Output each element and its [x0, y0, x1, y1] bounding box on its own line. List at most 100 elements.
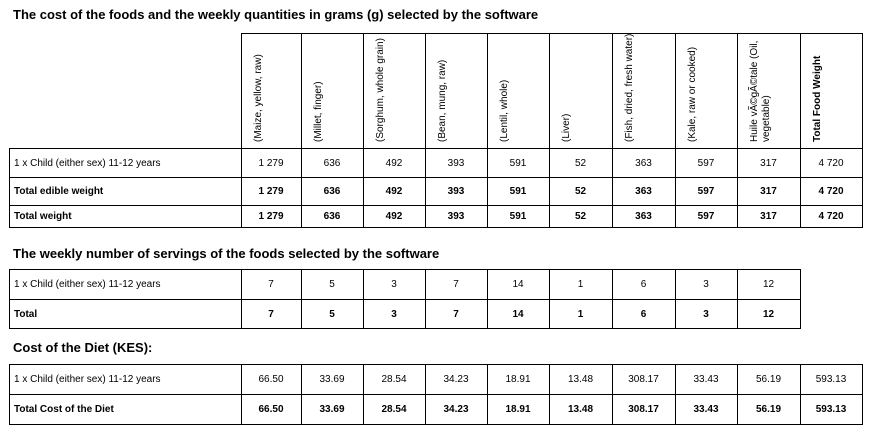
table-cell: 34.23 — [443, 404, 469, 415]
table-cell: 52 — [574, 186, 587, 197]
grid-line — [9, 394, 863, 395]
table-cell: 6 — [640, 308, 647, 320]
section-title-quantities: The cost of the foods and the weekly qua… — [13, 7, 539, 22]
table-cell: 492 — [385, 186, 403, 197]
table-cell: 7 — [268, 279, 274, 290]
grid-line — [301, 364, 302, 425]
table-cell: 5 — [329, 308, 335, 320]
grid-line — [241, 269, 242, 329]
grid-line — [9, 177, 863, 178]
table-cell: 636 — [323, 186, 341, 197]
table-cell: 4 720 — [818, 157, 844, 169]
grid-line — [487, 269, 488, 329]
row-label: 1 x Child (either sex) 11-12 years — [14, 374, 161, 385]
grid-line — [363, 33, 364, 228]
table-cell: 13.48 — [567, 404, 594, 415]
row-label: 1 x Child (either sex) 11-12 years — [14, 279, 161, 290]
table-cell: 28.54 — [381, 374, 407, 385]
table-cell: 317 — [760, 157, 777, 169]
table-cell: 52 — [574, 211, 587, 222]
section-title-servings: The weekly number of servings of the foo… — [13, 246, 440, 261]
grid-line — [612, 33, 613, 228]
table-cell: 18.91 — [505, 404, 531, 415]
table-cell: 56.19 — [755, 404, 782, 415]
table-cell: 363 — [635, 211, 652, 222]
table-cell: 7 — [453, 308, 459, 320]
section-title-cost: Cost of the Diet (KES): — [13, 340, 153, 355]
table-cell: 4 720 — [818, 211, 844, 222]
table-cell: 1 279 — [258, 211, 284, 222]
table-cell: 1 — [577, 308, 584, 320]
table-cell: 636 — [323, 157, 341, 169]
table-cell: 317 — [760, 186, 777, 197]
table-cell: 593.13 — [815, 374, 847, 385]
table-cell: 56.19 — [755, 374, 782, 385]
grid-line — [425, 269, 426, 329]
grid-line — [800, 33, 801, 228]
grid-line — [363, 364, 364, 425]
table-cell: 6 — [640, 279, 647, 290]
grid-line — [9, 205, 863, 206]
table-cell: 33.43 — [693, 374, 719, 385]
row-label: Total weight — [14, 211, 72, 222]
grid-line — [241, 33, 242, 228]
column-header-6: (Liver) — [561, 113, 572, 142]
table-cell: 593.13 — [815, 404, 847, 415]
grid-line — [9, 148, 863, 149]
grid-line — [549, 364, 550, 425]
table-cell: 393 — [447, 186, 465, 197]
column-header-10: Total Food Weight — [812, 55, 823, 142]
table-cell: 14 — [512, 308, 524, 320]
row-label: Total Cost of the Diet — [14, 404, 114, 415]
table-cell: 3 — [391, 308, 397, 320]
table-cell: 4 720 — [818, 186, 844, 197]
table-cell: 591 — [509, 157, 527, 169]
table-cell: 3 — [391, 279, 397, 290]
table-cell: 13.48 — [567, 374, 594, 385]
table-cell: 66.50 — [258, 374, 284, 385]
grid-line — [425, 364, 426, 425]
grid-line — [9, 299, 801, 300]
grid-line — [9, 269, 10, 329]
column-header-3: (Sorghum, whole grain) — [375, 38, 386, 142]
column-header-5: (Lentil, whole) — [499, 79, 510, 142]
grid-line — [301, 33, 302, 228]
table-cell: 591 — [509, 211, 527, 222]
grid-line — [241, 364, 242, 425]
column-header-4: (Bean, mung, raw) — [437, 59, 448, 142]
table-cell: 33.69 — [319, 404, 345, 415]
table-cell: 393 — [447, 157, 465, 169]
grid-line — [9, 148, 10, 228]
column-header-9: Huile vÃ©gÃ©tale (Oil, vegetable) — [749, 40, 772, 142]
table-cell: 33.43 — [693, 404, 719, 415]
table-cell: 14 — [512, 279, 524, 290]
table-cell: 1 279 — [258, 186, 284, 197]
grid-line — [675, 269, 676, 329]
table-cell: 308.17 — [628, 404, 659, 415]
grid-line — [737, 269, 738, 329]
table-cell: 12 — [762, 308, 775, 320]
grid-line — [241, 33, 863, 34]
grid-line — [800, 364, 801, 425]
row-label: Total edible weight — [14, 186, 104, 197]
grid-line — [487, 33, 488, 228]
table-cell: 7 — [453, 279, 459, 290]
grid-line — [9, 227, 863, 228]
table-cell: 1 — [577, 279, 584, 290]
table-cell: 34.23 — [443, 374, 469, 385]
table-cell: 636 — [323, 211, 341, 222]
table-cell: 33.69 — [319, 374, 345, 385]
table-cell: 492 — [385, 157, 403, 169]
grid-line — [487, 364, 488, 425]
table-cell: 363 — [635, 186, 652, 197]
table-cell: 66.50 — [258, 404, 284, 415]
table-cell: 3 — [703, 308, 709, 320]
grid-line — [9, 364, 863, 365]
table-cell: 393 — [447, 211, 465, 222]
grid-line — [549, 269, 550, 329]
column-header-8: (Kale, raw or cooked) — [687, 46, 698, 142]
grid-line — [612, 364, 613, 425]
grid-line — [675, 364, 676, 425]
grid-line — [301, 269, 302, 329]
table-cell: 597 — [697, 186, 715, 197]
